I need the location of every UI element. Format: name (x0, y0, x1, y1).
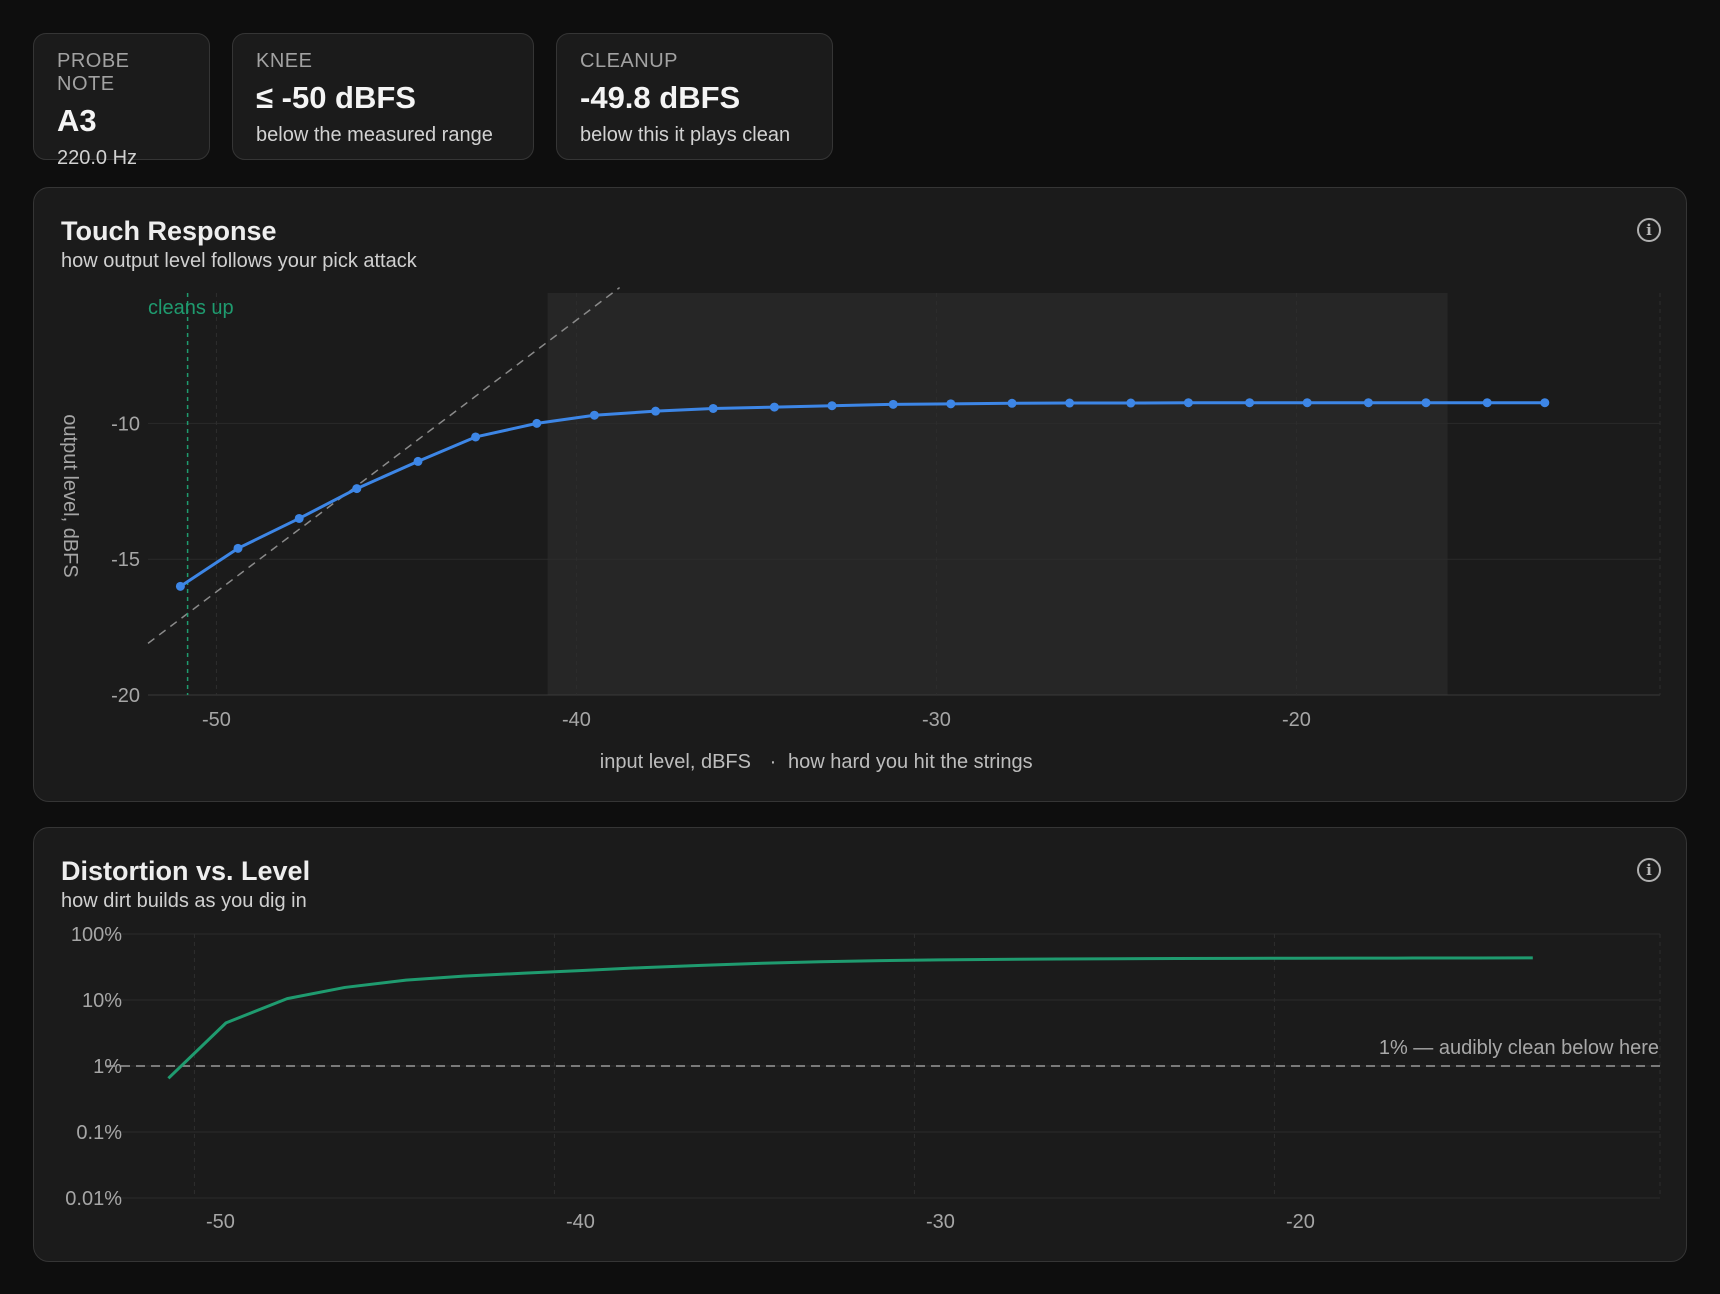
x-tick-label: -30 (922, 709, 951, 731)
x-tick-label: -20 (1282, 709, 1311, 731)
unity-reference-line (147, 286, 621, 644)
stat-value: -49.8 dBFS (580, 80, 741, 115)
stat-card-probe-note: PROBE NOTE A3 220.0 Hz (33, 33, 210, 169)
shaded-region (547, 293, 1448, 695)
y-tick-label: 1% (93, 1056, 122, 1078)
stat-sub: below the measured range (256, 124, 493, 146)
panel-title: Distortion vs. Level (61, 856, 311, 886)
data-point (1245, 398, 1255, 408)
x-tick-label: -30 (926, 1211, 955, 1233)
data-point (1183, 398, 1193, 408)
cleanup-marker-label: cleans up (148, 297, 234, 319)
stat-label: KNEE (256, 50, 313, 72)
data-point (1421, 398, 1431, 408)
y-tick-label: -15 (111, 549, 140, 571)
data-point (175, 581, 185, 591)
x-tick-label: -40 (566, 1211, 595, 1233)
stat-card-cleanup: CLEANUP -49.8 dBFS below this it plays c… (556, 33, 833, 160)
y-axis-label: output level, dBFS (59, 414, 81, 577)
stat-label: CLEANUP (580, 50, 678, 72)
data-point (233, 543, 243, 553)
data-point (769, 402, 779, 412)
y-tick-label: 10% (82, 990, 122, 1012)
data-point (888, 399, 898, 409)
x-tick-label: -50 (202, 709, 231, 731)
distortion-panel: Distortion vs. Level how dirt builds as … (33, 827, 1687, 1262)
data-point (471, 432, 481, 442)
data-point (827, 401, 837, 411)
panel-subtitle: how output level follows your pick attac… (61, 250, 417, 272)
y-tick-label: -20 (111, 685, 140, 707)
stat-card-knee: KNEE ≤ -50 dBFS below the measured range (232, 33, 534, 160)
panel-subtitle: how dirt builds as you dig in (61, 890, 307, 912)
data-point (1482, 398, 1492, 408)
data-point (1540, 398, 1550, 408)
y-tick-label: 100% (71, 924, 122, 946)
data-point (651, 406, 661, 416)
stat-value: ≤ -50 dBFS (256, 80, 416, 115)
stat-value: A3 (57, 103, 97, 138)
stat-label: PROBE NOTE (57, 50, 130, 95)
x-tick-label: -40 (562, 709, 591, 731)
data-point (589, 410, 599, 420)
x-axis-label-extra: how hard you hit the strings (788, 751, 1033, 773)
x-tick-label: -50 (206, 1211, 235, 1233)
data-point (708, 403, 718, 413)
panel-title: Touch Response (61, 216, 277, 246)
x-axis-separator: · (770, 751, 777, 773)
data-point (1126, 398, 1136, 408)
data-point (1007, 398, 1017, 408)
data-point (1363, 398, 1373, 408)
stat-sub: below this it plays clean (580, 124, 791, 146)
info-icon[interactable]: i (1637, 858, 1661, 882)
y-tick-label: 0.01% (65, 1188, 122, 1210)
threshold-label: 1% — audibly clean below here (1379, 1037, 1659, 1059)
y-tick-label: 0.1% (76, 1122, 122, 1144)
data-point (946, 399, 956, 409)
x-axis-label: input level, dBFS (600, 751, 751, 773)
data-point (352, 484, 362, 494)
data-point (294, 513, 304, 523)
y-tick-label: -10 (111, 413, 140, 435)
x-tick-label: -20 (1286, 1211, 1315, 1233)
data-point (532, 418, 542, 428)
data-point (1302, 398, 1312, 408)
data-point (1065, 398, 1075, 408)
stat-sub: 220.0 Hz (57, 147, 138, 169)
info-icon[interactable]: i (1637, 218, 1661, 242)
data-point (413, 456, 423, 466)
distortion-line (167, 956, 1533, 1080)
touch-response-line (179, 401, 1545, 588)
